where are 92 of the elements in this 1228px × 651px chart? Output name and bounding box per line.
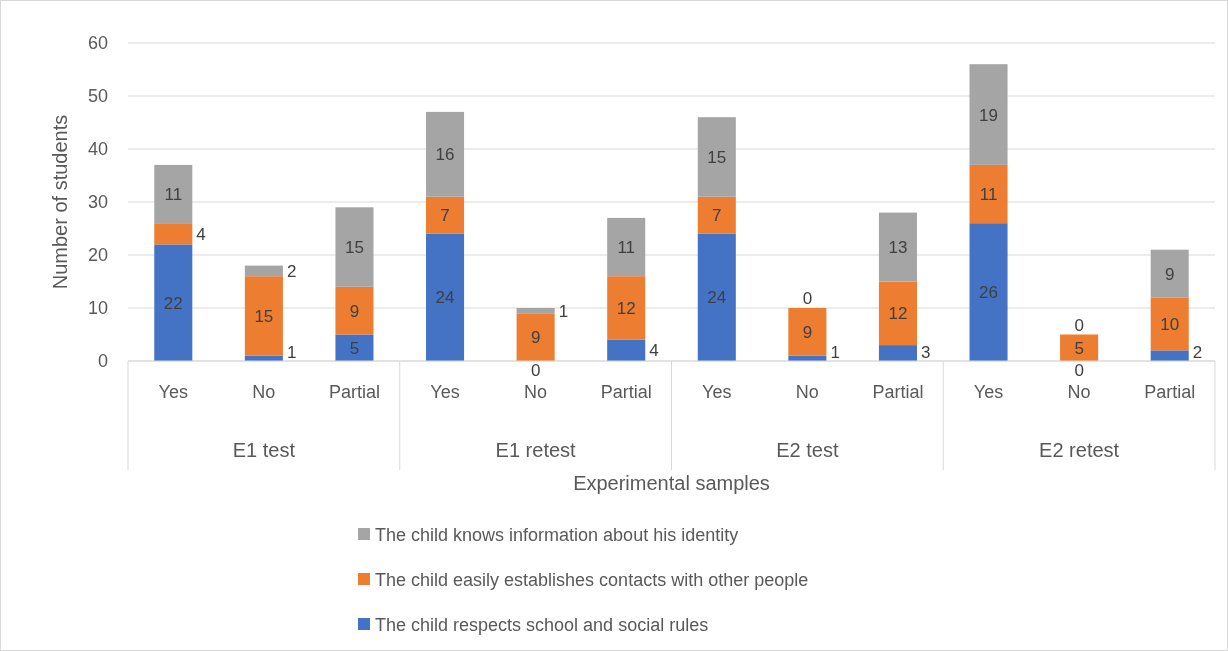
bar: [516, 313, 555, 361]
x-tick-label: No: [524, 382, 548, 402]
legend-label: The child respects school and social rules: [375, 615, 709, 635]
data-label: 2: [286, 261, 297, 281]
x-tick-label: No: [252, 382, 276, 402]
data-label: 9: [802, 322, 813, 342]
y-tick-label: 20: [87, 245, 108, 265]
text: E2 retest: [1039, 439, 1120, 461]
y-tick-label: 50: [87, 86, 108, 106]
bar: [1150, 249, 1189, 298]
data-label: 12: [616, 299, 636, 318]
bar: [697, 233, 736, 361]
data-label: 19: [979, 105, 998, 125]
bar: [154, 223, 193, 245]
y-tick-label: 40: [87, 139, 108, 159]
bar: [607, 339, 646, 361]
bar: [426, 233, 465, 361]
y-tick-label: 30: [87, 192, 108, 212]
y-tick-label: 0: [97, 351, 108, 371]
data-label: 7: [440, 206, 450, 226]
x-tick-label: Yes: [702, 382, 732, 402]
data-label: 22: [163, 293, 183, 313]
data-label: 10: [1160, 314, 1180, 334]
data-label: 11: [164, 185, 183, 205]
data-label: 11: [617, 238, 636, 258]
x-tick-label: Partial: [872, 382, 924, 402]
x-tick-label: Yes: [158, 382, 188, 402]
data-label: 1: [558, 301, 569, 321]
bar: [878, 281, 917, 346]
text: E2 test: [776, 439, 839, 461]
data-label: 9: [349, 301, 360, 321]
data-label: 9: [1164, 264, 1175, 284]
data-label: 9: [530, 328, 541, 348]
bar: [969, 223, 1008, 361]
data-label: 12: [888, 304, 908, 324]
data-label: 15: [345, 238, 364, 258]
text: E1 retest: [495, 439, 577, 461]
bar: [607, 276, 646, 340]
y-tick-label: 10: [87, 298, 108, 318]
data-label: 0: [802, 289, 813, 308]
y-tick-label: 60: [87, 33, 108, 53]
x-axis-title: Experimental samples: [573, 472, 770, 494]
bar: [244, 276, 283, 356]
bar: [969, 164, 1008, 224]
data-label: 4: [196, 224, 206, 244]
bar: [969, 64, 1008, 165]
bar: [1150, 297, 1189, 351]
bar: [878, 345, 917, 361]
data-label: 24: [435, 288, 455, 308]
data-label: 11: [979, 185, 998, 205]
data-label: 3: [920, 343, 931, 362]
data-label: 0: [1074, 361, 1084, 380]
bar: [154, 244, 193, 361]
data-label: 1: [830, 343, 840, 362]
data-label: 4: [649, 341, 659, 361]
x-tick-label: Partial: [328, 382, 380, 402]
data-label: 2: [1192, 343, 1203, 362]
data-label: 0: [530, 361, 541, 380]
x-tick-label: Partial: [1144, 382, 1196, 402]
bar: [607, 217, 646, 277]
bar: [335, 207, 374, 287]
x-tick-label: Yes: [973, 382, 1004, 402]
bar: [426, 111, 465, 197]
bar: [516, 308, 555, 314]
x-tick-label: No: [795, 382, 819, 402]
y-axis-title: Number of students: [49, 114, 71, 290]
bar: [426, 196, 465, 234]
data-label: 15: [707, 147, 727, 167]
data-label: 5: [349, 338, 360, 358]
text: E1 test: [232, 439, 296, 461]
legend-label: The child knows information about his identity: [375, 525, 739, 545]
bar: [1150, 350, 1189, 361]
data-label: 5: [1074, 338, 1084, 358]
bar: [697, 117, 736, 197]
bar: [244, 265, 283, 277]
data-label: 0: [1074, 315, 1084, 335]
bar: [154, 164, 193, 224]
data-label: 7: [712, 206, 722, 226]
data-label: 1: [286, 343, 297, 362]
bar: [788, 308, 827, 356]
bar: [878, 212, 917, 282]
data-label: 15: [254, 306, 274, 326]
data-label: 24: [707, 288, 727, 308]
data-label: 16: [435, 145, 455, 165]
x-tick-label: Partial: [600, 382, 652, 402]
x-tick-label: No: [1067, 382, 1091, 402]
bar: [335, 286, 374, 335]
data-label: 26: [979, 283, 998, 303]
bar: [697, 196, 736, 234]
x-tick-label: Yes: [430, 382, 460, 402]
data-label: 13: [888, 238, 908, 258]
legend-label: The child easily establishes contacts with other people: [375, 570, 809, 590]
